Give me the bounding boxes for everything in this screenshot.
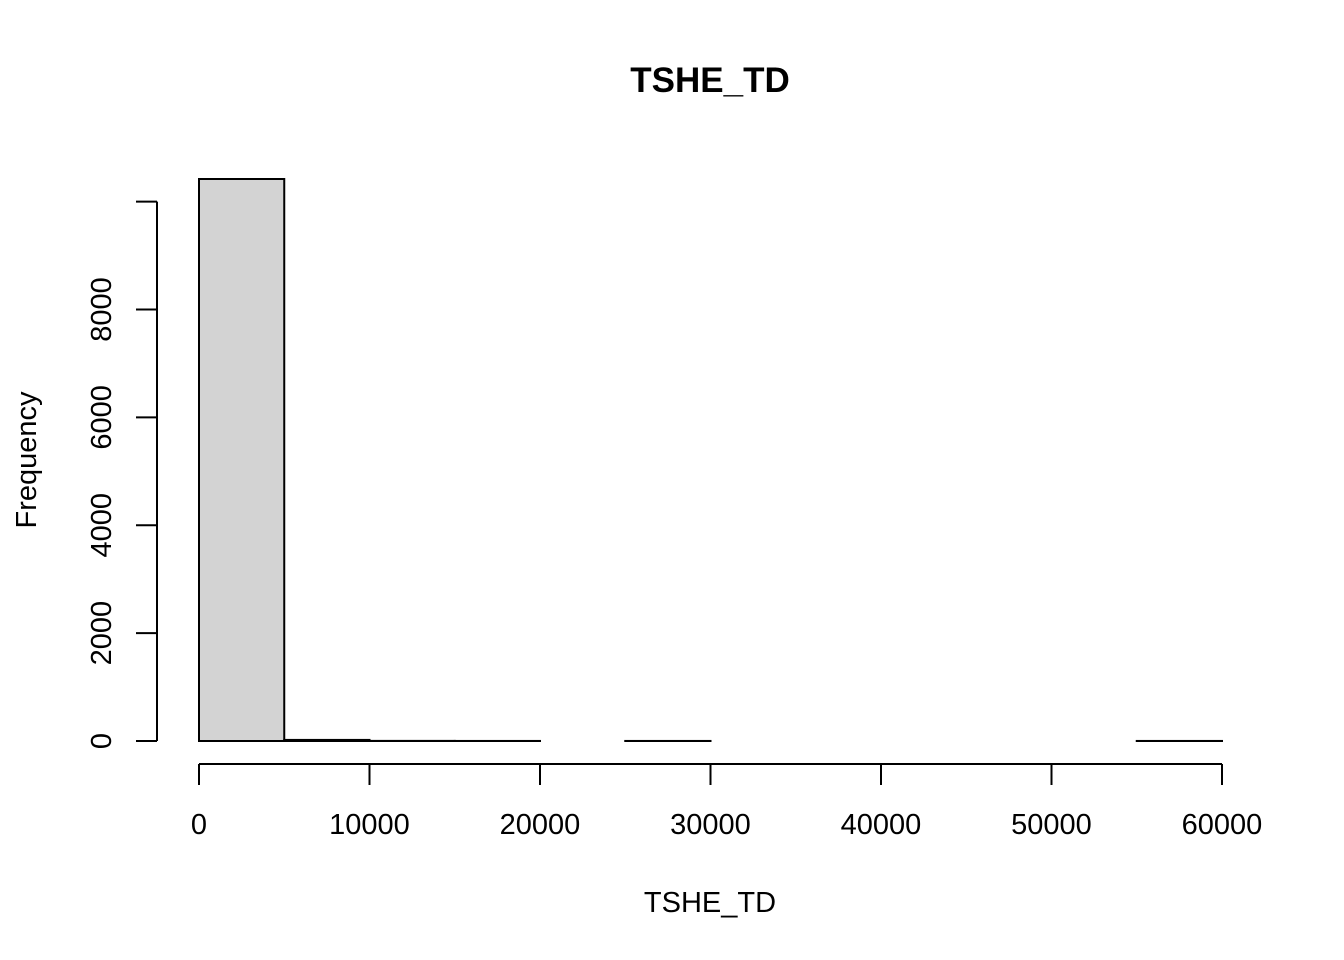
y-tick-label: 0 [86, 733, 118, 749]
y-axis-label: Frequency [11, 391, 43, 529]
chart-title: TSHE_TD [630, 61, 789, 100]
histogram-bar [198, 178, 286, 742]
x-tick-label: 20000 [500, 809, 581, 841]
y-tick-label: 4000 [86, 493, 118, 558]
x-tick-label: 0 [191, 809, 207, 841]
y-tick-label: 2000 [86, 601, 118, 666]
histogram-bar [283, 738, 371, 743]
x-axis-label: TSHE_TD [644, 887, 776, 919]
histogram-bars [198, 178, 1223, 743]
y-axis: 0 2000 4000 6000 8000 [86, 200, 158, 749]
x-tick-label: 40000 [841, 809, 922, 841]
y-tick-label: 8000 [86, 277, 118, 342]
x-tick-label: 50000 [1011, 809, 1092, 841]
x-tick-label: 10000 [329, 809, 410, 841]
x-tick-label: 30000 [670, 809, 751, 841]
x-tick-label: 60000 [1182, 809, 1263, 841]
y-tick-label: 6000 [86, 385, 118, 450]
x-axis: 0 10000 20000 30000 40000 50000 60000 [191, 763, 1263, 841]
